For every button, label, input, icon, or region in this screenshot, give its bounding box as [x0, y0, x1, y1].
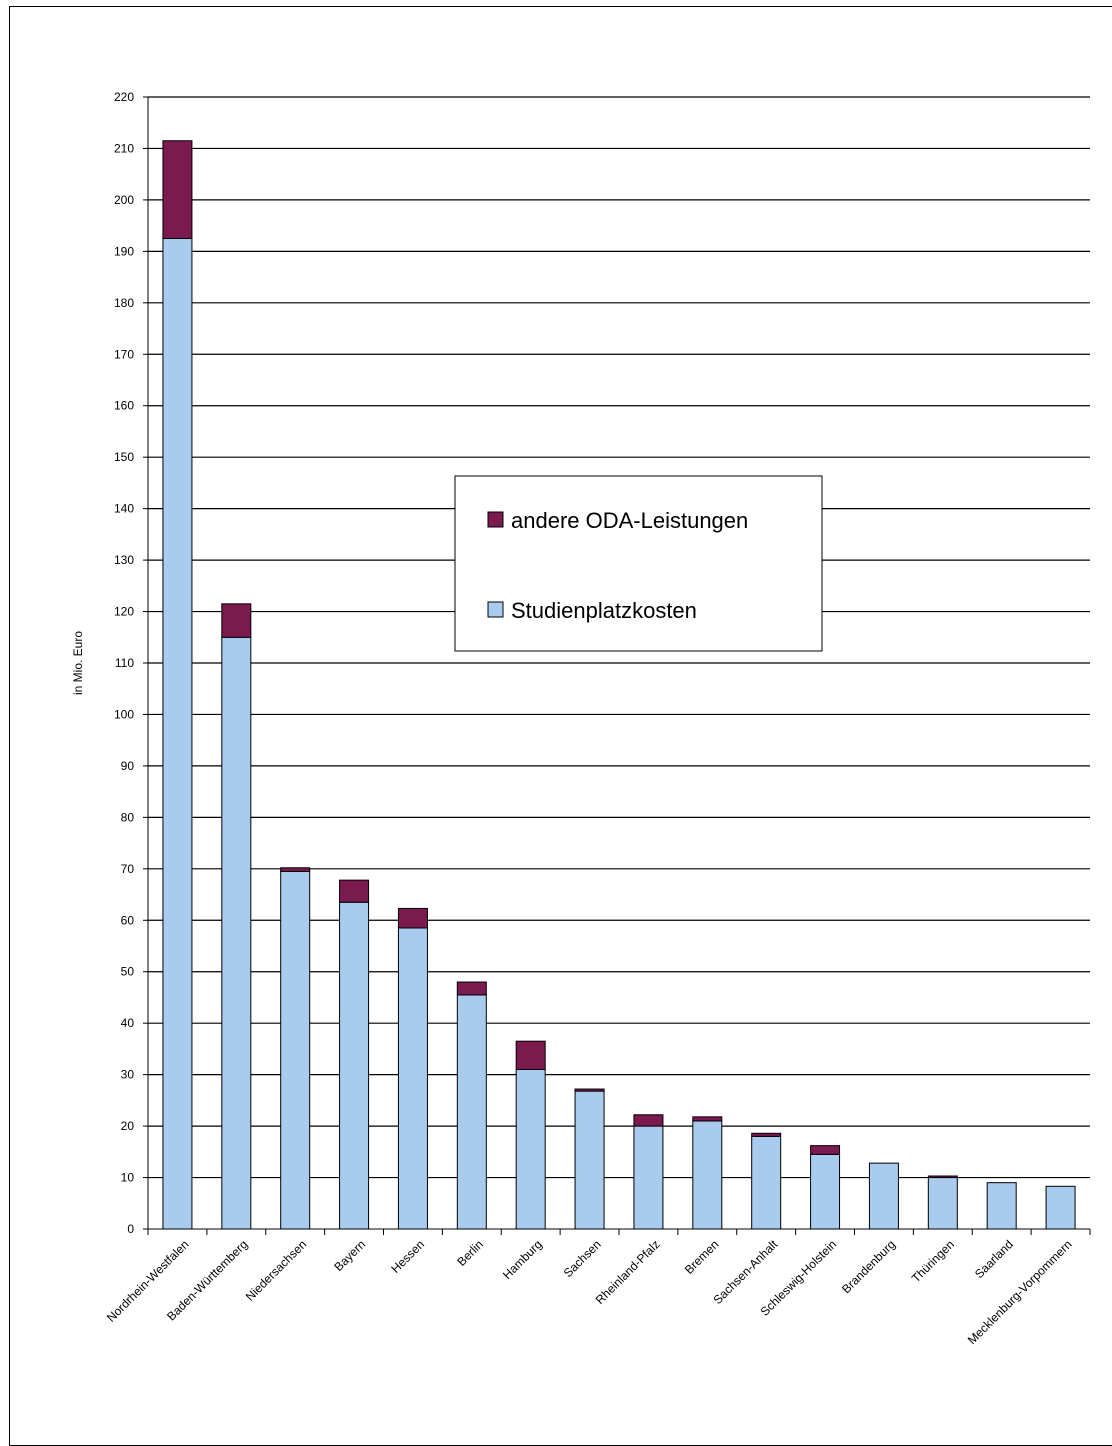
x-tick-label-berlin: Berlin: [454, 1237, 486, 1269]
x-tick-label-mecklenburg-vorpommern: Mecklenburg-Vorpommern: [965, 1237, 1075, 1347]
y-tick-label: 110: [115, 656, 134, 670]
bar-studienplatzkosten-brandenburg: [868, 1162, 899, 1230]
y-tick-label: 40: [121, 1016, 135, 1030]
y-tick-label: 90: [121, 759, 135, 773]
bar-andere-oda-leistungen-thuringen: [927, 1175, 958, 1179]
y-tick-label: 170: [114, 347, 134, 361]
bar-studienplatzkosten-saarland: [986, 1182, 1017, 1230]
y-tick-label: 30: [121, 1068, 135, 1082]
y-tick-label: 100: [114, 707, 134, 721]
x-tick-label-niedersachsen: Niedersachsen: [243, 1237, 310, 1304]
bar-andere-oda-leistungen-niedersachsen: [280, 867, 311, 872]
legend-swatch-andere-oda: [487, 511, 504, 528]
bar-andere-oda-leistungen-hessen: [397, 907, 428, 929]
y-tick-label: 120: [114, 605, 134, 619]
bar-andere-oda-leistungen-sachsen-anhalt: [751, 1132, 782, 1137]
x-axis: Nordrhein-WestfalenBaden-WürttembergNied…: [104, 1228, 1091, 1347]
bar-andere-oda-leistungen-berlin: [456, 981, 487, 996]
y-tick-label: 140: [114, 502, 134, 516]
x-tick-label-bremen: Bremen: [682, 1237, 722, 1277]
y-tick-label: 220: [114, 90, 134, 104]
y-tick-label: 190: [114, 244, 134, 258]
y-tick-label: 180: [114, 296, 134, 310]
legend-swatch-studienplatzkosten: [487, 601, 504, 618]
y-tick-label: 10: [121, 1171, 135, 1185]
y-tick-label: 70: [121, 862, 135, 876]
x-tick-label-hamburg: Hamburg: [500, 1237, 545, 1282]
legend-label-studienplatzkosten: Studienplatzkosten: [511, 598, 697, 623]
y-axis: 0 10 20 30 40 50 60 70 80 90 100 110 120 130 140 150 160…: [114, 90, 149, 1236]
bar-andere-oda-leistungen-bremen: [692, 1116, 723, 1122]
y-tick-label: 130: [114, 553, 134, 567]
x-tick-label-thuringen: Thüringen: [909, 1237, 957, 1285]
bar-andere-oda-leistungen-rheinland-pfalz: [633, 1114, 664, 1127]
y-tick-label: 150: [114, 450, 134, 464]
y-tick-label: 160: [114, 399, 134, 413]
y-tick-label: 50: [121, 965, 135, 979]
x-tick-label-bayern: Bayern: [331, 1237, 368, 1274]
x-tick-label-rheinland-pfalz: Rheinland-Pfalz: [593, 1237, 663, 1307]
bar-studienplatzkosten-baden-wurttemberg: [221, 636, 252, 1230]
legend-box: [454, 475, 823, 652]
bar-andere-oda-leistungen-sachsen: [574, 1088, 605, 1092]
bar-studienplatzkosten-thuringen: [927, 1177, 958, 1230]
bar-studienplatzkosten-hessen: [397, 927, 428, 1230]
x-tick-label-hessen: Hessen: [388, 1237, 427, 1276]
bar-andere-oda-leistungen-baden-wurttemberg: [221, 603, 252, 638]
y-tick-label: 20: [121, 1119, 135, 1133]
bars: [162, 140, 1076, 1230]
x-tick-label-saarland: Saarland: [972, 1237, 1016, 1281]
bar-studienplatzkosten-schleswig-holstein: [810, 1153, 841, 1230]
x-tick-label-brandenburg: Brandenburg: [839, 1237, 898, 1296]
y-tick-label: 0: [127, 1222, 134, 1236]
x-tick-label-sachsen: Sachsen: [561, 1237, 604, 1280]
bar-studienplatzkosten-bayern: [339, 901, 370, 1230]
y-tick-label: 200: [114, 193, 134, 207]
bar-studienplatzkosten-sachsen: [574, 1090, 605, 1230]
bar-andere-oda-leistungen-nordrhein-westfalen: [162, 140, 193, 239]
bar-studienplatzkosten-niedersachsen: [280, 870, 311, 1230]
bar-studienplatzkosten-berlin: [456, 994, 487, 1230]
legend: andere ODA-Leistungen Studienplatzkosten: [454, 475, 823, 652]
bar-studienplatzkosten-hamburg: [515, 1068, 546, 1230]
bar-studienplatzkosten-bremen: [692, 1120, 723, 1230]
bar-andere-oda-leistungen-hamburg: [515, 1040, 546, 1070]
y-tick-label: 60: [121, 913, 135, 927]
bar-studienplatzkosten-rheinland-pfalz: [633, 1125, 664, 1230]
bar-studienplatzkosten-nordrhein-westfalen: [162, 238, 193, 1230]
y-tick-label: 80: [121, 810, 135, 824]
bar-studienplatzkosten-sachsen-anhalt: [751, 1135, 782, 1230]
legend-label-andere-oda: andere ODA-Leistungen: [511, 508, 748, 533]
bar-andere-oda-leistungen-bayern: [339, 879, 370, 903]
bar-andere-oda-leistungen-schleswig-holstein: [810, 1145, 841, 1155]
y-tick-label: 210: [114, 141, 134, 155]
bar-studienplatzkosten-mecklenburg-vorpommern: [1045, 1185, 1076, 1230]
y-axis-label: in Mio. Euro: [71, 631, 85, 695]
